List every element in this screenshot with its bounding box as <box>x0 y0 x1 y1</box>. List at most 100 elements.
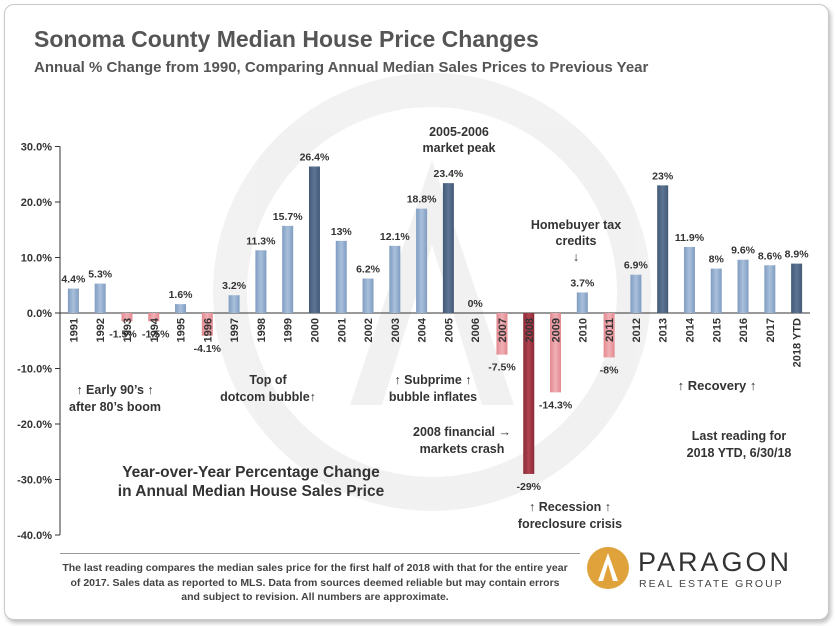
y-tick-label: -20.0% <box>17 419 52 431</box>
data-label: 8.9% <box>785 249 810 261</box>
bar-2005 <box>442 183 454 313</box>
x-tick-label: 1993 <box>122 318 134 342</box>
annotation-early-90s: after 80’s boom <box>69 400 161 414</box>
annotation-homebuyer-credits: Homebuyer tax <box>531 218 621 232</box>
bar-2012 <box>630 274 642 313</box>
bar-1993 <box>121 313 133 322</box>
data-label: 26.4% <box>300 151 330 163</box>
bar-1994 <box>148 313 160 322</box>
bars <box>67 166 803 474</box>
data-label: -1.5% <box>142 328 170 340</box>
brand-subtitle: REAL ESTATE GROUP <box>639 578 784 590</box>
annotation-homebuyer-credits: ↓ <box>573 250 579 264</box>
bar-2009 <box>550 313 562 393</box>
x-tick-label: 2007 <box>497 318 509 342</box>
data-label: 15.7% <box>273 211 303 223</box>
annotation-market-peak: 2005-2006 <box>429 125 489 139</box>
bar-2007 <box>496 313 508 355</box>
annotation-financial-crash: markets crash <box>420 442 505 456</box>
x-tick-label: 2006 <box>470 318 482 342</box>
annotation-market-peak: market peak <box>423 141 496 155</box>
chart-inner-caption: in Annual Median House Sales Price <box>118 483 385 500</box>
y-tick-label: 10.0% <box>21 253 52 265</box>
bar-2011 <box>603 313 615 358</box>
bar-2013 <box>657 185 669 313</box>
data-label: 12.1% <box>380 231 410 243</box>
data-label: 6.2% <box>356 264 381 276</box>
data-label: 8% <box>709 254 725 266</box>
bar-1998 <box>255 250 267 313</box>
x-tick-label: 2015 <box>711 318 723 342</box>
bar-2008 <box>523 313 535 474</box>
y-tick-label: 30.0% <box>21 142 52 154</box>
y-tick-label: 20.0% <box>21 197 52 209</box>
annotation-financial-crash: 2008 financial → <box>413 425 511 439</box>
data-label: 13% <box>331 226 353 238</box>
bar-1997 <box>228 295 240 313</box>
bar-2004 <box>416 208 428 313</box>
x-tick-label: 2016 <box>738 318 750 342</box>
annotation-last-reading: 2018 YTD, 6/30/18 <box>687 446 792 460</box>
x-tick-label: 1998 <box>256 318 268 342</box>
x-tick-label: 2000 <box>309 318 321 342</box>
x-tick-label: 1994 <box>149 317 161 342</box>
x-tick-label: 1997 <box>229 318 241 342</box>
bar-2015 <box>710 268 722 313</box>
data-label: 8.6% <box>758 250 783 262</box>
annotations: ↑ Early 90’s ↑ after 80’s boom Top of dotco… <box>69 125 791 531</box>
bar-2017 <box>764 265 776 313</box>
y-tick-label: -10.0% <box>17 364 52 376</box>
data-label: 5.3% <box>88 269 113 281</box>
x-tick-label: 2002 <box>363 318 375 342</box>
data-label: 1.6% <box>169 289 194 301</box>
bar-2016 <box>737 259 749 313</box>
annotation-homebuyer-credits: credits <box>556 234 597 248</box>
chart-title: Sonoma County Median House Price Changes <box>34 26 539 52</box>
chart-subtitle: Annual % Change from 1990, Comparing Ann… <box>34 59 649 76</box>
annotation-recovery: ↑ Recovery ↑ <box>678 378 757 393</box>
x-tick-label: 2012 <box>631 318 643 342</box>
x-tick-label: 2014 <box>684 317 696 342</box>
bar-2000 <box>308 166 320 313</box>
bar-2014 <box>683 246 695 313</box>
brand-logo: PARAGON REAL ESTATE GROUP <box>586 545 816 609</box>
x-tick-label: 1999 <box>283 318 295 342</box>
value-labels: 4.4% 5.3% -1.5% -1.5% 1.6% -4.1% 3.2% 11.3% 15.7… <box>61 151 809 492</box>
x-tick-label: 1992 <box>95 318 107 342</box>
x-tick-label: 2005 <box>443 318 455 342</box>
x-tick-label: 2001 <box>336 318 348 342</box>
bar-2001 <box>335 240 347 313</box>
data-label: 11.9% <box>675 232 705 244</box>
x-tick-label: 2017 <box>765 318 777 342</box>
x-tick-label: 1996 <box>202 318 214 342</box>
y-tick-label: 0.0% <box>27 308 52 320</box>
brand-name: PARAGON <box>638 547 793 577</box>
data-label: 9.6% <box>731 245 756 257</box>
annotation-subprime: ↑ Subprime ↑ <box>394 373 471 387</box>
annotation-subprime: bubble inflates <box>389 390 477 404</box>
data-label: 0% <box>468 298 484 310</box>
data-label: 18.8% <box>407 194 437 206</box>
bar-2010 <box>576 292 588 313</box>
footnote: The last reading compares the median sal… <box>62 562 568 603</box>
data-label: -4.1% <box>194 343 222 355</box>
paragon-logo-icon <box>587 547 629 589</box>
data-label: -1.5% <box>109 328 137 340</box>
bar-2002 <box>362 278 374 313</box>
data-label: 3.7% <box>570 277 595 289</box>
x-tick-label: 2003 <box>390 318 402 342</box>
bar-1999 <box>282 225 294 313</box>
x-tick-label: 2013 <box>658 318 670 342</box>
x-tick-label: 1991 <box>68 318 80 342</box>
annotation-recession: ↑ Recession ↑ <box>529 500 611 514</box>
bar-1991 <box>67 288 79 313</box>
annotation-last-reading: Last reading for <box>692 429 787 443</box>
data-label: 4.4% <box>61 274 86 286</box>
data-label: -7.5% <box>488 362 516 374</box>
footer-divider <box>60 553 580 554</box>
annotation-recession: foreclosure crisis <box>518 517 622 531</box>
x-tick-label: 2004 <box>417 317 429 342</box>
bar-2018-ytd <box>791 263 803 313</box>
x-tick-label: 2010 <box>577 318 589 342</box>
